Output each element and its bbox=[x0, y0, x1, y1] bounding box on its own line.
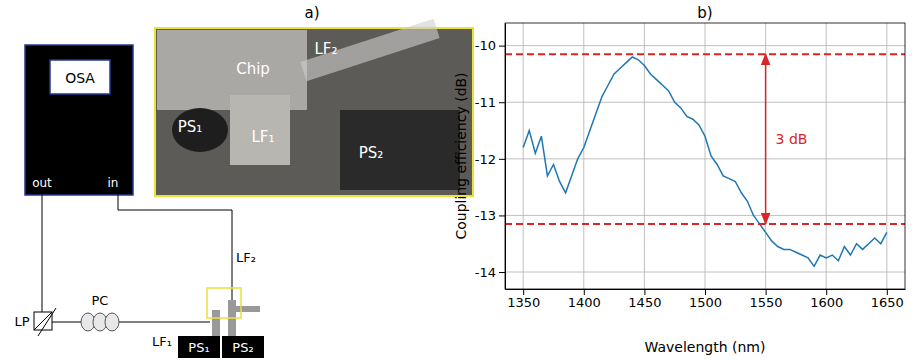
y-tick-label: -14 bbox=[475, 265, 496, 280]
y-tick-mark bbox=[499, 102, 505, 103]
photo-fiber bbox=[300, 19, 439, 81]
fiber-holder bbox=[212, 310, 220, 336]
x-tick-label: 1650 bbox=[871, 295, 904, 310]
x-tick-mark bbox=[766, 289, 767, 295]
photo-holder bbox=[230, 95, 290, 165]
y-tick-mark bbox=[499, 159, 505, 160]
stage bbox=[178, 336, 220, 358]
x-tick: 1400 bbox=[568, 289, 601, 310]
x-tick-mark bbox=[644, 289, 645, 295]
y-tick: -14 bbox=[475, 265, 505, 280]
grid-line bbox=[505, 215, 905, 216]
arrow bbox=[765, 54, 767, 224]
x-tick-label: 1550 bbox=[750, 295, 783, 310]
grid-line bbox=[523, 23, 524, 289]
x-tick-mark bbox=[584, 289, 585, 295]
plot-frame bbox=[505, 23, 905, 289]
x-tick-mark bbox=[826, 289, 827, 295]
photo-label: Chip bbox=[236, 60, 270, 78]
x-tick-mark bbox=[887, 289, 888, 295]
y-tick-label: -11 bbox=[475, 95, 496, 110]
node-label: in bbox=[108, 176, 119, 190]
grid-line bbox=[505, 45, 905, 46]
x-axis: 1350 1400 1450 1500 1550 1600 1650 bbox=[506, 289, 906, 310]
photo-label: LF₂ bbox=[315, 40, 338, 58]
fiber bbox=[118, 195, 232, 300]
fiber-holder bbox=[236, 306, 260, 312]
photo-stage-2 bbox=[340, 110, 460, 190]
x-tick-label: 1600 bbox=[810, 295, 843, 310]
node-label: PS₁ bbox=[188, 340, 209, 355]
y-tick-label: -13 bbox=[475, 208, 496, 223]
x-tick: 1500 bbox=[689, 289, 722, 310]
x-tick-label: 1450 bbox=[628, 295, 661, 310]
node-label: PC bbox=[92, 293, 109, 308]
y-tick: -12 bbox=[475, 151, 505, 166]
reference-line bbox=[505, 223, 905, 225]
x-tick-label: 1350 bbox=[507, 295, 540, 310]
zoom-marker bbox=[207, 288, 241, 318]
x-tick-mark bbox=[523, 289, 524, 295]
y-tick: -13 bbox=[475, 208, 505, 223]
y-tick-mark bbox=[499, 272, 505, 273]
y-tick: -10 bbox=[475, 38, 505, 53]
x-tick: 1650 bbox=[871, 289, 904, 310]
node-label: OSA bbox=[65, 70, 95, 86]
y-tick-label: -12 bbox=[475, 151, 496, 166]
y-tick-mark bbox=[499, 46, 505, 47]
panel-b: b) 3 dB 1350 1400 1450 1500 1550 1600 1650 -14 -13… bbox=[453, 4, 906, 355]
node-label: out bbox=[32, 176, 52, 190]
annotations-text: 3 dB bbox=[776, 131, 808, 147]
osa-screen bbox=[50, 60, 110, 94]
panel-title: a) bbox=[304, 4, 319, 22]
node-label: PS₂ bbox=[232, 340, 253, 355]
node-label: LF₁ bbox=[152, 334, 172, 349]
annotation-text: 3 dB bbox=[776, 131, 808, 147]
x-tick-mark bbox=[705, 289, 706, 295]
fiber bbox=[42, 195, 210, 322]
plot-area bbox=[505, 54, 905, 266]
grid-line bbox=[826, 23, 827, 289]
x-axis-title: Wavelength (nm) bbox=[645, 339, 766, 355]
x-tick: 1600 bbox=[810, 289, 843, 310]
stage bbox=[222, 336, 264, 358]
photo-label: PS₁ bbox=[178, 118, 203, 136]
photo-label: PS₂ bbox=[359, 144, 384, 162]
x-tick-label: 1500 bbox=[689, 295, 722, 310]
y-tick: -11 bbox=[475, 95, 505, 110]
grid-line bbox=[765, 23, 766, 289]
y-tick-label: -10 bbox=[475, 38, 496, 53]
photo-frame bbox=[155, 28, 473, 196]
data-line bbox=[523, 57, 887, 266]
grid-line bbox=[644, 23, 645, 289]
grid-line bbox=[505, 158, 905, 159]
y-tick-mark bbox=[499, 215, 505, 216]
y-axis: -14 -13 -12 -11 -10 bbox=[475, 24, 506, 290]
grid-line bbox=[886, 23, 887, 289]
x-tick-label: 1400 bbox=[568, 295, 601, 310]
y-axis-title: Coupling efficiency (dB) bbox=[453, 72, 469, 239]
figure: a)PS₁ChipLF₂LF₁PS₂OSAoutinLPPCLF₁LF₂PS₁P… bbox=[0, 0, 912, 360]
node-label: LF₂ bbox=[236, 250, 256, 265]
panel-a: a)PS₁ChipLF₂LF₁PS₂OSAoutinLPPCLF₁LF₂PS₁P… bbox=[14, 4, 473, 358]
osa-box bbox=[25, 45, 133, 195]
grid-line bbox=[505, 272, 905, 273]
y-axis-line bbox=[505, 24, 506, 290]
x-tick: 1350 bbox=[507, 289, 540, 310]
photo: PS₁ Chip LF₂ LF₁ PS₂ bbox=[155, 19, 473, 196]
x-tick: 1450 bbox=[628, 289, 661, 310]
grid-line bbox=[583, 23, 584, 289]
photo-label: LF₁ bbox=[252, 128, 275, 146]
schematic: OSA out in LP PC LF₁ LF₂ PS₁ PS₂ bbox=[14, 45, 264, 358]
x-tick: 1550 bbox=[750, 289, 783, 310]
chart-title: b) bbox=[697, 4, 712, 22]
grid-line bbox=[505, 102, 905, 103]
node-label: LP bbox=[14, 314, 29, 329]
grid-line bbox=[705, 23, 706, 289]
reference-line bbox=[505, 53, 905, 55]
paddle bbox=[105, 313, 119, 331]
photo-stage bbox=[172, 108, 228, 152]
polarizer-arrow bbox=[38, 308, 56, 336]
grid bbox=[505, 23, 905, 289]
